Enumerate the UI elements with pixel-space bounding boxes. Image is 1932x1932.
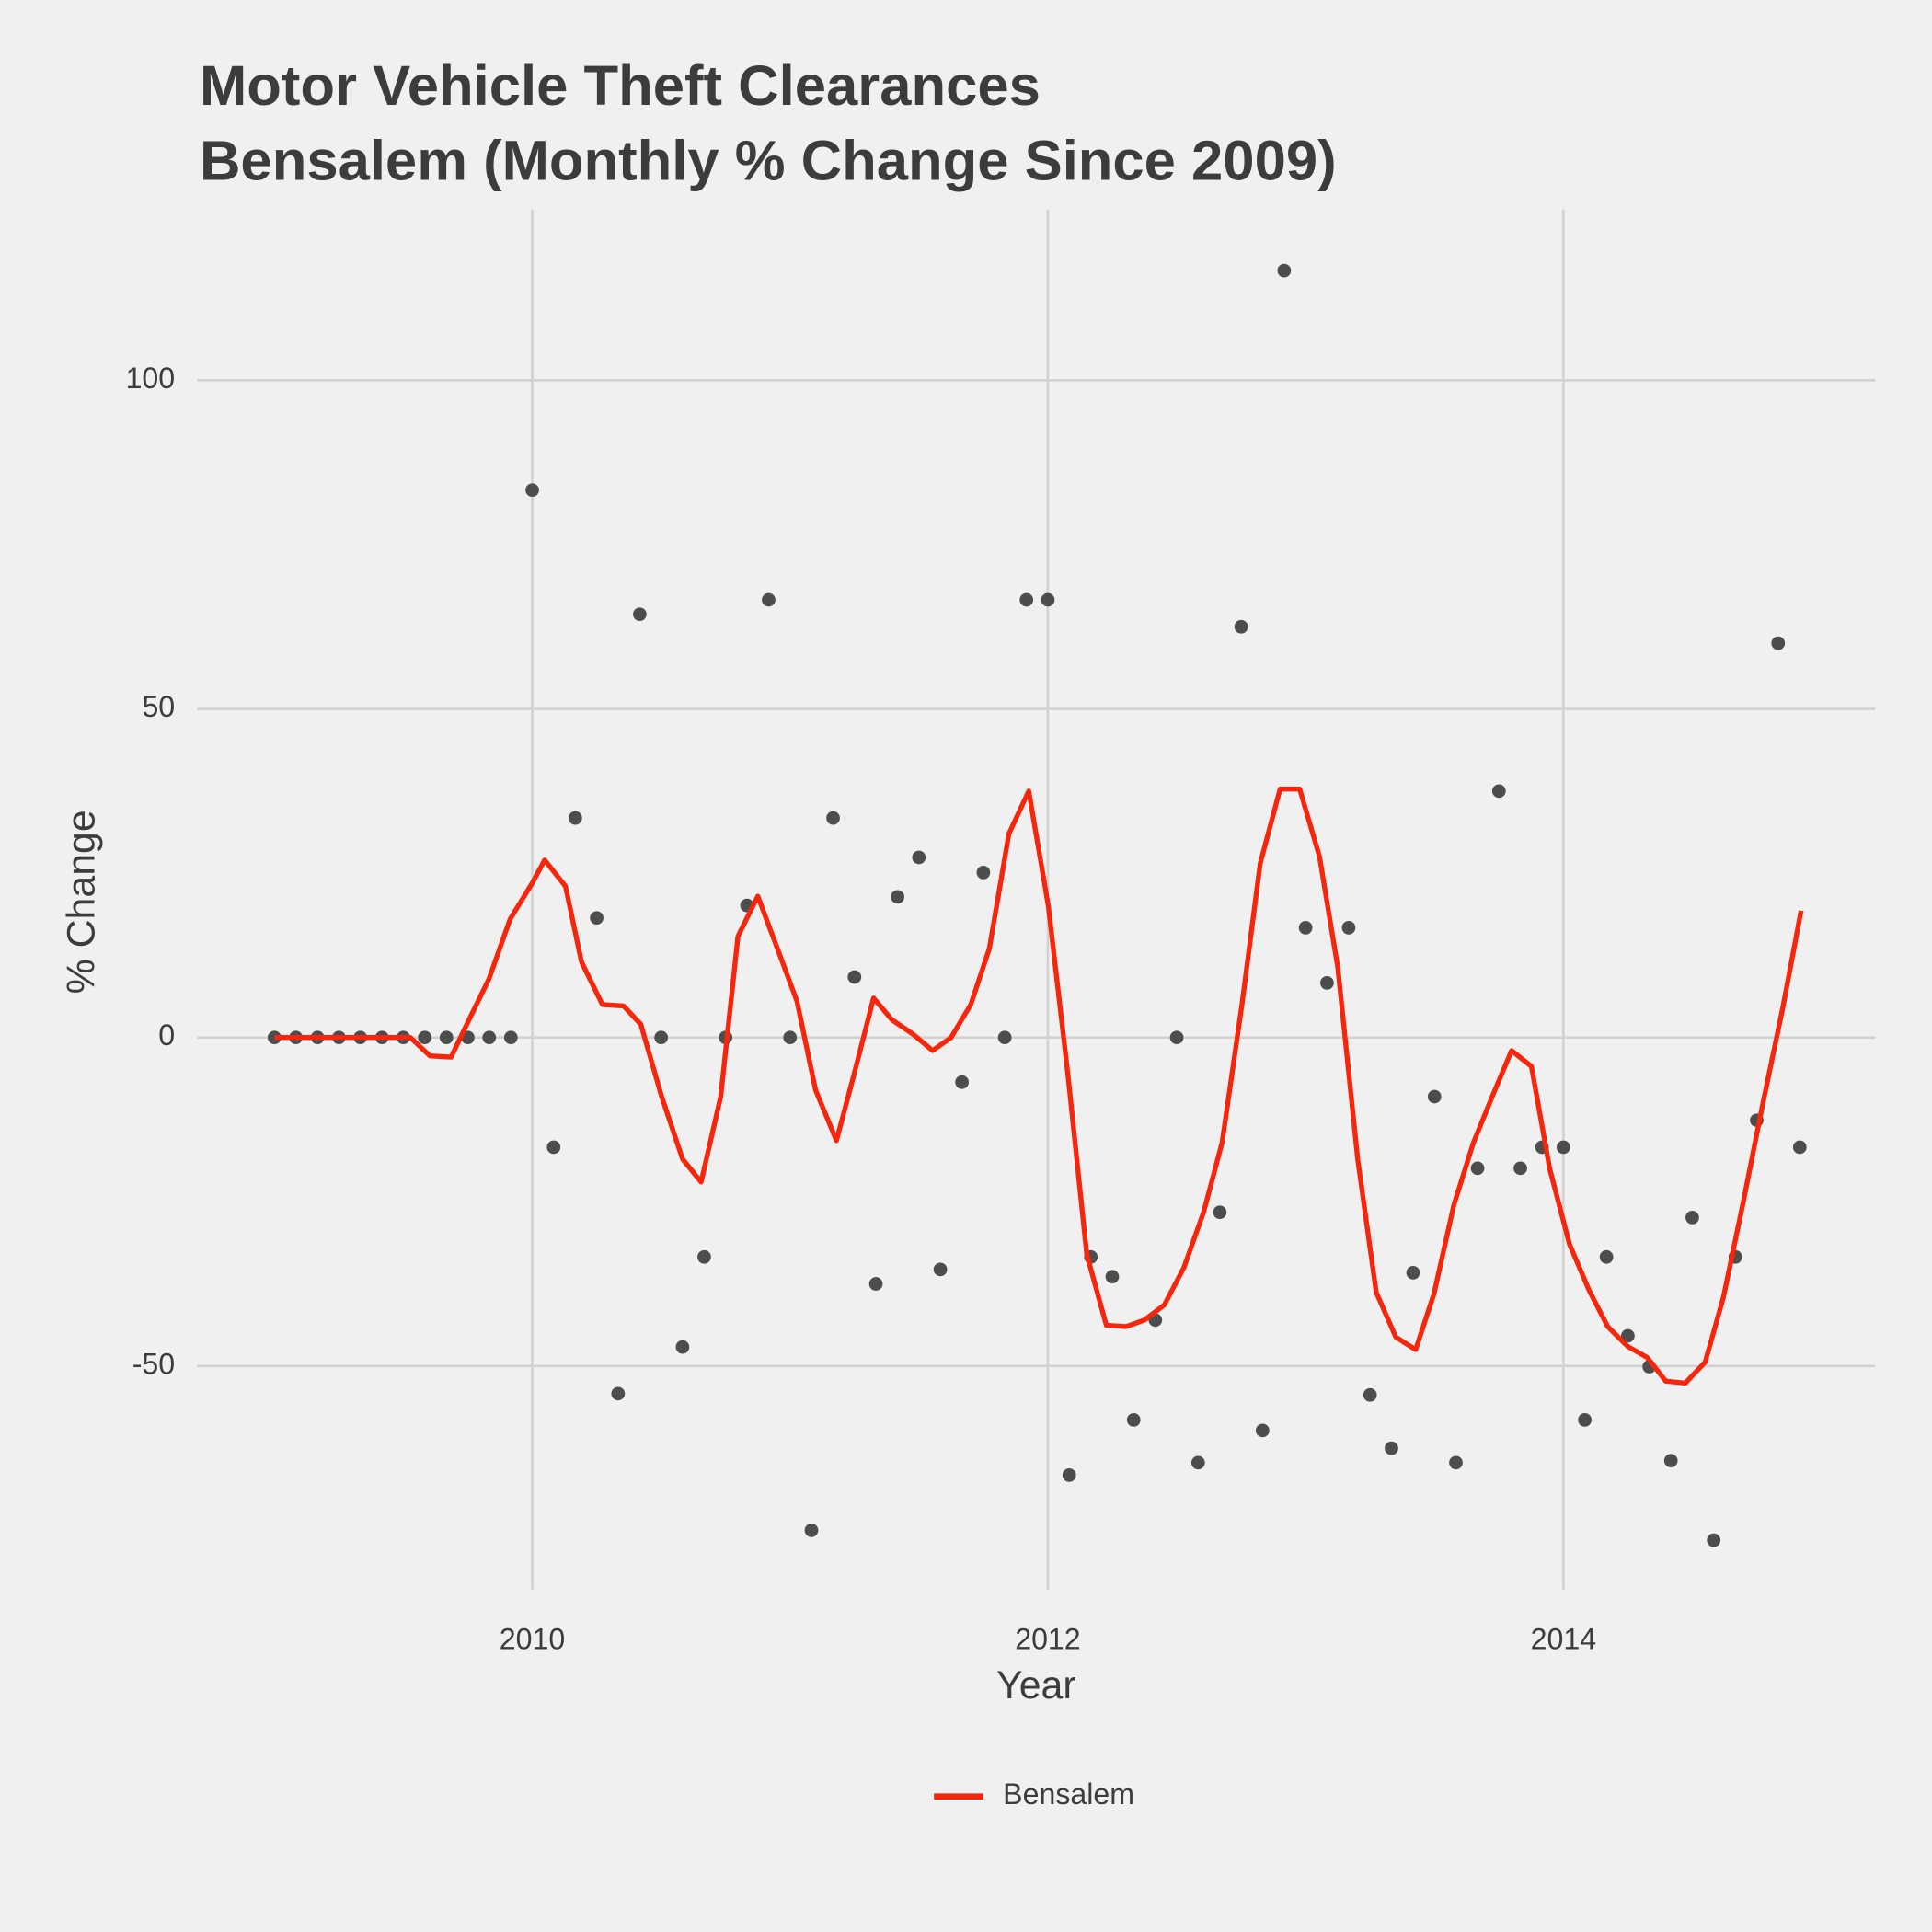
scatter-point [525,483,539,498]
y-tick-label: 0 [158,1018,175,1052]
scatter-point [611,1386,626,1401]
scatter-point [1621,1328,1635,1343]
scatter-point [633,607,647,622]
legend-label: Bensalem [1003,1777,1134,1811]
plot-area [267,263,1807,1547]
scatter-point [783,1030,798,1045]
scatter-point [1255,1423,1270,1438]
scatter-point [1341,921,1356,935]
scatter-point [675,1340,690,1354]
scatter-point [1062,1468,1076,1482]
y-tick-label: -50 [132,1347,175,1380]
scatter-point [1792,1140,1807,1155]
scatter-point [1234,619,1248,634]
scatter-point [891,890,904,904]
scatter-point [590,911,604,926]
scatter-point [1491,784,1506,799]
scatter-point [1277,263,1292,278]
scatter-point [1190,1455,1205,1470]
y-tick-label: 50 [142,690,175,723]
scatter-point [1363,1387,1377,1402]
x-tick-label: 2012 [1015,1622,1080,1655]
y-tick-label: 100 [126,362,176,395]
scatter-point [568,811,582,825]
scatter-point [1320,976,1334,990]
scatter-point [1427,1089,1442,1104]
scatter-point [1169,1030,1184,1045]
scatter-point [1406,1266,1420,1280]
scatter-point [1685,1211,1699,1225]
scatter-point [912,850,926,865]
scatter-point [1449,1455,1463,1470]
grid: -50 0 50 100 2010 2012 2014 [126,209,1876,1655]
scatter-point [1470,1161,1485,1176]
x-tick-label: 2014 [1531,1622,1596,1655]
scatter-point [847,970,862,984]
scatter-point [933,1262,948,1277]
chart-title: Motor Vehicle Theft Clearances [200,54,1041,118]
scatter-point [826,811,840,825]
scatter-point [1105,1270,1120,1284]
scatter-point [1513,1161,1527,1176]
scatter-point [997,1030,1012,1045]
scatter-point [1385,1441,1398,1455]
scatter-point [1019,592,1034,607]
scatter-point [1213,1205,1227,1220]
scatter-point [1771,636,1786,650]
scatter-point [1663,1454,1678,1468]
scatter-point [503,1030,518,1045]
scatter-point [762,592,776,607]
scatter-point [1578,1413,1592,1427]
scatter-point [804,1524,819,1537]
scatter-point [1707,1533,1721,1547]
scatter-point [955,1075,970,1089]
scatter-point [1041,592,1055,607]
legend: Bensalem [934,1777,1134,1811]
y-axis-label: % Change [59,810,103,994]
x-axis-label: Year [996,1663,1076,1708]
scatter-point [697,1249,711,1264]
scatter-point [976,866,991,880]
scatter-point [1556,1140,1570,1155]
chart-subtitle: Bensalem (Monthly % Change Since 2009) [200,130,1337,193]
x-tick-label: 2010 [500,1622,565,1655]
scatter-point [654,1030,669,1045]
scatter-point [1599,1249,1614,1264]
scatter-point [439,1030,454,1045]
scatter-point [546,1140,561,1155]
scatter-point [418,1030,432,1045]
scatter-point [1126,1413,1141,1427]
scatter-point [1298,921,1313,935]
scatter-point [868,1277,883,1291]
scatter-point [482,1030,497,1045]
line-series [274,786,1804,1386]
